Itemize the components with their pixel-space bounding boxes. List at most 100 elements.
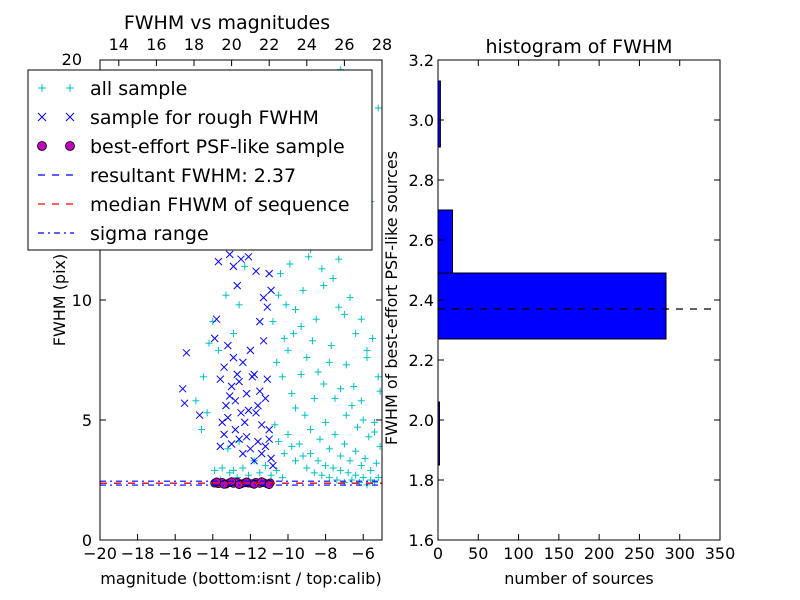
scatter-point-1-35-b <box>216 375 225 384</box>
scatter-point-0-49 <box>301 411 309 419</box>
legend-marker-1-a <box>37 112 47 122</box>
scatter-point-0-38 <box>350 382 358 390</box>
scatter-point-1-4 <box>216 442 225 451</box>
scatter-point-0-152 <box>198 426 206 434</box>
scatter-point-0-89 <box>367 476 375 484</box>
scatter-point-0-78 <box>325 474 333 482</box>
legend-marker-2-b <box>65 141 75 151</box>
scatter-point-1-58-b <box>259 293 268 302</box>
scatter-point-1-12-b <box>246 346 255 355</box>
histogram-title: histogram of FWHM <box>485 36 672 58</box>
scatter-point-0-45 <box>284 346 292 354</box>
scatter-point-1-64 <box>237 408 245 417</box>
scatter-point-1-11 <box>242 389 251 398</box>
scatter-point-2-21 <box>249 479 259 489</box>
scatter-point-0-57 <box>340 440 348 448</box>
histogram-x-tick-label-4: 200 <box>584 544 615 563</box>
scatter-point-1-36-b <box>220 363 228 372</box>
scatter-point-1-28-b <box>229 262 238 271</box>
scatter-point-1-21 <box>255 317 264 326</box>
scatter-point-0-148 <box>222 291 230 299</box>
scatter-point-1-12 <box>246 346 255 355</box>
scatter-point-1-66-b <box>229 353 238 362</box>
scatter-point-2-17 <box>219 479 229 489</box>
scatter-point-0-62 <box>367 466 375 474</box>
histogram-bar-1 <box>437 272 667 340</box>
scatter-point-0-36 <box>335 303 343 311</box>
scatter-point-0-64 <box>271 421 279 429</box>
scatter-point-0-63 <box>372 459 380 467</box>
scatter-point-1-67-b <box>225 392 234 400</box>
scatter-point-0-146 <box>235 301 243 309</box>
legend-entry-1: sample for rough FWHM <box>37 107 319 129</box>
scatter-point-1-6-b <box>223 413 232 422</box>
scatter-y-label: FWHM (pix) <box>50 254 69 347</box>
scatter-hlines-layer <box>100 480 382 486</box>
scatter-point-1-67 <box>225 392 234 400</box>
scatter-y-tick-label-1: 5 <box>82 411 92 430</box>
scatter-point-0-55 <box>331 430 339 438</box>
scatter-point-0-80 <box>333 476 341 484</box>
legend-label-1: sample for rough FWHM <box>90 107 319 129</box>
scatter-legend: all sample sample for rough FWHM best-effo… <box>27 69 373 251</box>
scatter-point-1-18-b <box>267 454 275 463</box>
legend-entry-4: median FHWM of sequence <box>38 194 350 216</box>
scatter-point-1-59 <box>255 387 264 396</box>
scatter-point-0-122 <box>370 428 378 436</box>
scatter-point-0-119 <box>354 423 362 431</box>
scatter-x-tick-label-4: −12 <box>234 544 268 563</box>
scatter-point-0-37 <box>342 361 350 369</box>
scatter-point-1-14-b <box>254 401 262 410</box>
scatter-point-1-1-b <box>178 384 187 393</box>
scatter-point-0-136 <box>335 255 343 263</box>
scatter-point-1-22 <box>252 267 260 276</box>
scatter-point-0-133 <box>318 265 326 273</box>
scatter-point-0-139 <box>352 330 360 338</box>
scatter-point-1-2 <box>180 399 189 408</box>
scatter-point-0-150 <box>209 318 217 326</box>
scatter-x-tick-label-3: −14 <box>196 544 230 563</box>
scatter-point-1-27-b <box>233 281 242 290</box>
scatter-point-0-48 <box>297 370 305 378</box>
scatter-point-1-17-b <box>265 425 274 434</box>
scatter-point-1-60-b <box>252 408 260 417</box>
scatter-point-0-145 <box>241 262 249 270</box>
scatter-point-0-94 <box>278 474 286 482</box>
scatter-point-1-42 <box>242 432 251 441</box>
scatter-point-0-73 <box>307 450 315 458</box>
scatter-point-1-8-b <box>231 396 240 405</box>
scatter-point-1-69 <box>218 418 227 427</box>
scatter-point-1-55-b <box>265 269 274 278</box>
scatter-point-1-37 <box>223 341 232 350</box>
scatter-point-0-68 <box>288 442 296 450</box>
scatter-point-1-26-b <box>237 255 245 264</box>
legend-marker-1-b-b <box>65 112 75 122</box>
scatter-point-1-0-b <box>182 348 191 357</box>
scatter-point-1-17 <box>265 425 274 434</box>
scatter-point-1-26 <box>237 255 245 264</box>
scatter-point-1-4-b <box>216 442 225 451</box>
scatter-point-1-41 <box>239 449 247 458</box>
scatter-point-0-101 <box>226 469 234 477</box>
scatter-x-tick-label-0: −20 <box>83 544 117 563</box>
histogram-y-tick-label-6: 2.8 <box>409 171 434 190</box>
scatter-point-1-41-b <box>239 449 247 458</box>
legend-entry-2: best-effort PSF-like sample <box>37 136 345 158</box>
scatter-point-0-61 <box>361 454 369 462</box>
scatter-point-0-74 <box>310 469 318 477</box>
scatter-y-tick-label-0: 0 <box>82 531 92 550</box>
scatter-point-0-75 <box>314 457 322 465</box>
scatter-point-0-91 <box>374 474 382 482</box>
scatter-point-0-50 <box>307 426 315 434</box>
scatter-point-1-11-b <box>242 389 251 398</box>
scatter-point-0-103 <box>211 466 219 474</box>
scatter-ticks-layer: −20 −18 −16 −14 −12 −10 −8 −6 0 5 10 14 16 18 20 22 24 26… <box>72 35 393 563</box>
scatter-point-1-39-b <box>231 425 240 434</box>
scatter-point-0-42 <box>376 387 382 395</box>
histogram-x-tick-label-2: 100 <box>503 544 534 563</box>
scatter-point-0-72 <box>303 464 311 472</box>
scatter-point-0-84 <box>348 476 356 484</box>
scatter-point-0-116 <box>337 385 345 393</box>
scatter-point-0-0 <box>218 464 226 472</box>
scatter-point-0-39 <box>357 397 365 405</box>
